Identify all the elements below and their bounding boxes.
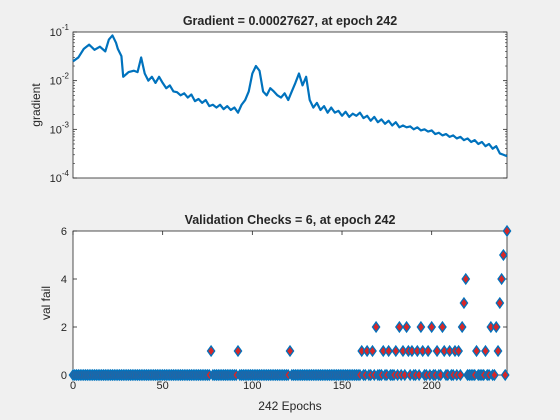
validation-ytick-label: 0 [61,370,67,382]
validation-point [502,224,512,238]
validation-point [454,344,463,358]
validation-point [497,272,507,286]
validation-point [285,344,295,358]
validation-xtick-label: 150 [333,380,351,392]
gradient-ytick-exponent: -1 [62,23,70,32]
validation-ytick-label: 4 [61,274,67,286]
validation-point [402,320,411,334]
gradient-axes: Gradient = 0.00027627, at epoch 242 grad… [29,14,508,185]
validation-title: Validation Checks = 6, at epoch 242 [185,213,396,227]
validation-points [68,224,512,382]
validation-point [384,344,394,358]
validation-ytick-label: 6 [61,226,67,238]
validation-point [493,344,503,358]
validation-xtick-label: 0 [70,380,76,392]
validation-point [371,320,381,334]
validation-point-zero [490,368,499,382]
validation-point [481,344,490,358]
validation-xtick-label: 100 [243,380,261,392]
validation-point [432,344,442,358]
validation-point [499,248,508,262]
validation-point [457,320,467,334]
validation-xlabel: 242 Epochs [258,399,321,413]
validation-xtick-label: 200 [422,380,440,392]
validation-point [461,272,471,286]
validation-ytick-label: 2 [61,322,67,334]
validation-point [368,344,377,358]
gradient-ytick-exponent: -4 [62,169,70,178]
validation-point [416,320,426,334]
validation-point-zero [455,368,465,382]
gradient-plot-area [72,31,508,179]
validation-ylabel: val fail [39,286,53,320]
gradient-ytick-exponent: -2 [62,72,70,81]
validation-point [233,344,243,358]
validation-point [391,344,401,358]
validation-axes: Validation Checks = 6, at epoch 242 val … [39,213,512,413]
validation-point [423,344,433,358]
validation-point [438,320,447,334]
validation-point [491,320,501,334]
gradient-line [72,34,508,158]
validation-point [495,296,505,310]
validation-point [206,344,216,358]
validation-point [427,320,437,334]
gradient-ytick-exponent: -3 [62,120,70,129]
validation-point-zero [500,368,510,382]
validation-point [472,344,481,358]
validation-point [394,320,404,334]
gradient-series [72,34,508,158]
gradient-ylabel: gradient [29,83,43,127]
gradient-title: Gradient = 0.00027627, at epoch 242 [183,14,397,28]
validation-xtick-label: 50 [157,380,169,392]
validation-point [459,296,469,310]
